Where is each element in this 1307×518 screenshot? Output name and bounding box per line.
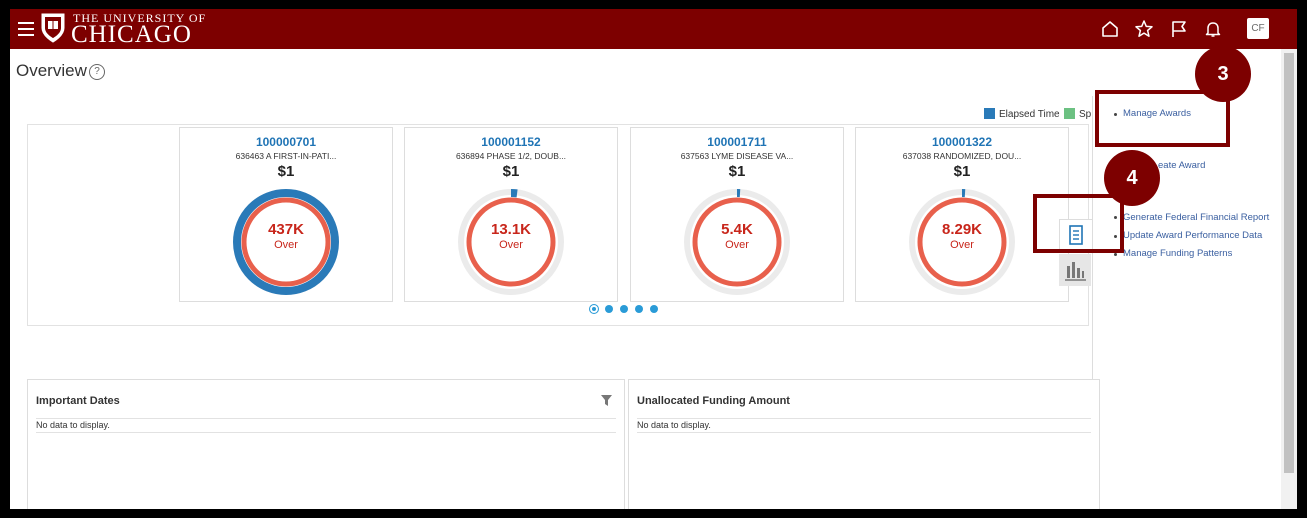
tasks-tab[interactable]	[1059, 219, 1093, 253]
tasks-icon	[1069, 225, 1083, 245]
spent-ring	[917, 197, 1007, 287]
legend-swatch-spent	[1064, 108, 1075, 119]
university-name-line2: CHICAGO	[71, 21, 192, 48]
legend-item-elapsed: Elapsed Time	[984, 108, 1060, 120]
award-over-value: 13.1K	[490, 221, 532, 238]
spent-ring	[692, 197, 782, 287]
task-link-manage-awards[interactable]: Manage Awards	[1123, 108, 1191, 119]
award-description: 637563 LYME DISEASE VA...	[680, 151, 794, 161]
carousel-dot[interactable]	[620, 305, 628, 313]
legend-swatch-elapsed	[984, 108, 995, 119]
award-amount: $1	[502, 163, 520, 180]
bullet-icon	[1114, 216, 1117, 219]
award-over-label: Over	[499, 239, 523, 251]
divider	[637, 418, 1091, 419]
task-link-federal-financial-report[interactable]: Generate Federal Financial Report	[1123, 212, 1270, 223]
award-number-link[interactable]: 100001152	[481, 135, 541, 149]
award-description: 636463 A FIRST-IN-PATI...	[235, 151, 337, 161]
award-over-value: 5.4K	[721, 221, 753, 238]
divider	[637, 432, 1091, 433]
callout-box-manage-awards	[1095, 90, 1230, 147]
star-icon[interactable]	[1134, 19, 1154, 39]
award-number-link[interactable]: 100001322	[931, 135, 993, 149]
university-name-line1: THE UNIVERSITY OF	[73, 11, 207, 25]
callout-badge-3: 3	[1195, 46, 1251, 102]
menu-icon[interactable]	[18, 22, 34, 36]
award-description: 636894 PHASE 1/2, DOUB...	[455, 151, 567, 161]
panel-title: Unallocated Funding Amount	[637, 395, 790, 407]
award-ring-chart	[684, 189, 790, 295]
user-avatar[interactable]: CF	[1247, 18, 1269, 39]
award-number-link[interactable]: 100000701	[255, 135, 317, 149]
panel-title: Important Dates	[36, 395, 120, 407]
analytics-tab[interactable]	[1059, 254, 1091, 286]
award-over-label: Over	[950, 239, 974, 251]
award-over-value: 437K	[268, 221, 304, 238]
award-over-label: Over	[725, 239, 749, 251]
award-ring-chart	[233, 189, 339, 295]
carousel-dot[interactable]	[605, 305, 613, 313]
legend-label-elapsed: Elapsed Time	[999, 109, 1060, 120]
help-icon[interactable]: ?	[89, 64, 105, 80]
task-link-funding-patterns[interactable]: Manage Funding Patterns	[1123, 248, 1233, 259]
award-number-link[interactable]: 100001711	[707, 135, 767, 149]
legend-label-spent: Sp	[1079, 109, 1092, 120]
award-amount: $1	[277, 163, 295, 180]
elapsed-arc	[684, 189, 790, 295]
award-description: 637038 RANDOMIZED, DOU...	[902, 151, 1022, 161]
task-link-create-award[interactable]: eate Award	[1158, 160, 1206, 171]
divider	[36, 432, 616, 433]
flag-icon[interactable]	[1169, 19, 1189, 39]
bell-icon[interactable]	[1203, 19, 1223, 39]
scrollbar-thumb[interactable]	[1284, 53, 1294, 473]
award-ring-chart	[909, 189, 1015, 295]
elapsed-arc	[909, 189, 1015, 295]
task-link-update-performance[interactable]: Update Award Performance Data	[1123, 230, 1263, 241]
divider	[36, 418, 616, 419]
filter-icon[interactable]	[600, 394, 613, 407]
legend-item-spent: Sp	[1064, 108, 1091, 120]
award-ring-chart	[458, 189, 564, 295]
analytics-icon	[1065, 262, 1086, 281]
carousel-dot[interactable]	[635, 305, 643, 313]
university-crest-logo	[41, 13, 65, 43]
spent-ring	[241, 197, 331, 287]
no-data-message: No data to display.	[36, 420, 110, 430]
no-data-message: No data to display.	[637, 420, 711, 430]
carousel-dot-active[interactable]	[589, 304, 599, 314]
page-title: Overview	[16, 61, 87, 80]
bullet-icon	[1114, 253, 1117, 256]
bullet-icon	[1114, 113, 1117, 116]
award-card[interactable]: 100001711 637563 LYME DISEASE VA... $1 5…	[630, 127, 844, 302]
callout-badge-4: 4	[1104, 150, 1160, 206]
important-dates-panel: Important Dates No data to display.	[27, 379, 625, 509]
award-amount: $1	[953, 163, 971, 180]
spent-ring	[466, 197, 556, 287]
carousel-dot[interactable]	[650, 305, 658, 313]
award-card[interactable]: 100000701 636463 A FIRST-IN-PATI... $1 4…	[179, 127, 393, 302]
elapsed-arc	[458, 189, 564, 295]
elapsed-arc	[233, 189, 339, 295]
unallocated-funding-panel: Unallocated Funding Amount No data to di…	[628, 379, 1100, 509]
award-amount: $1	[728, 163, 746, 180]
award-over-label: Over	[274, 239, 298, 251]
bullet-icon	[1114, 235, 1117, 238]
app-frame: THE UNIVERSITY OF CHICAGO CF Overview ? …	[10, 9, 1297, 509]
callout-box-tasks-tab	[1033, 194, 1124, 253]
home-icon[interactable]	[1100, 19, 1120, 39]
global-header: THE UNIVERSITY OF CHICAGO CF	[10, 9, 1297, 49]
award-card[interactable]: 100001152 636894 PHASE 1/2, DOUB... $1 1…	[404, 127, 618, 302]
vertical-scrollbar[interactable]	[1281, 49, 1297, 509]
award-over-value: 8.29K	[941, 221, 983, 238]
